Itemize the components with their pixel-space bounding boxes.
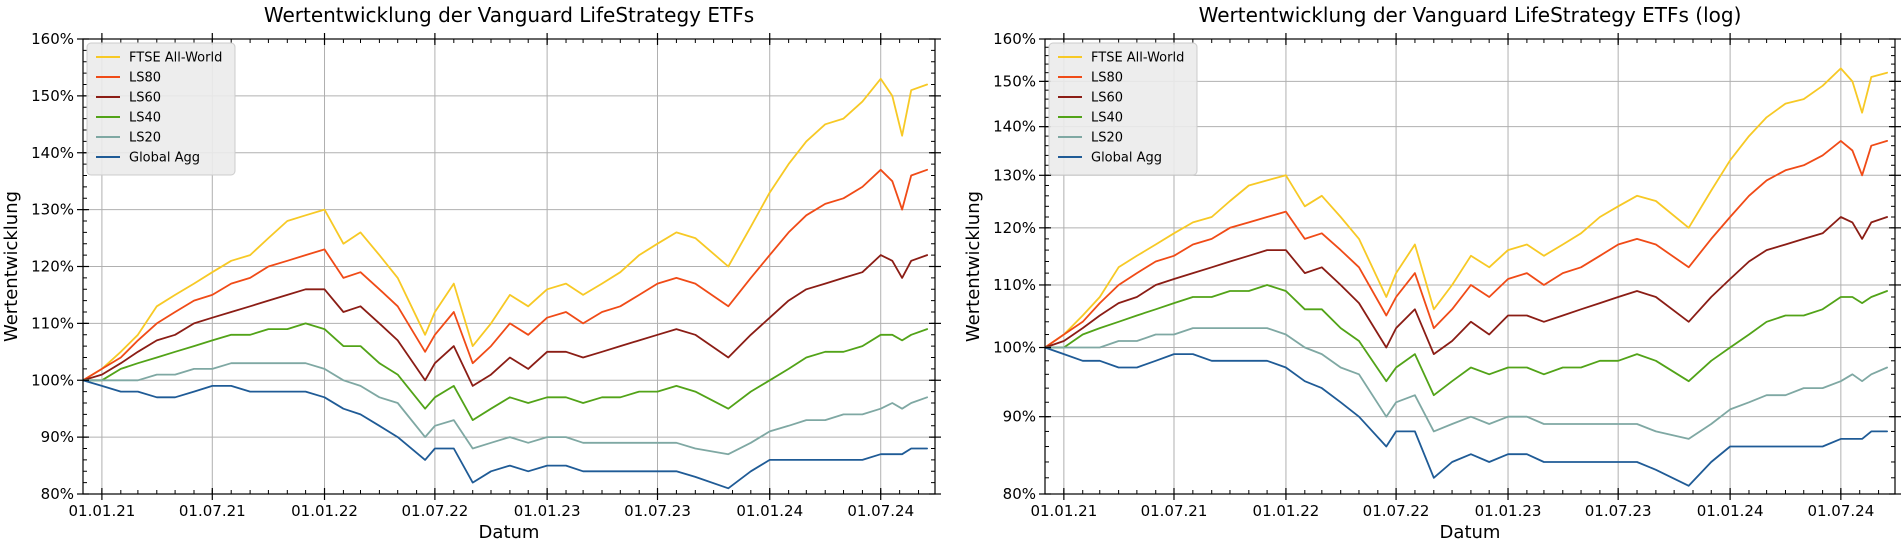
legend-label-ls40: LS40 (129, 111, 161, 126)
y-tick-label: 160% (993, 30, 1036, 48)
x-tick-label: 01.07.21 (179, 502, 246, 520)
y-tick-label: 130% (31, 201, 74, 219)
series-line-ls40 (83, 322, 928, 422)
chart-title: Wertentwicklung der Vanguard LifeStrateg… (264, 3, 754, 27)
y-axis-label: Wertentwicklung (1, 191, 22, 342)
series-line-ls60 (83, 254, 928, 387)
legend-box (1048, 42, 1198, 176)
legend: FTSE All-World LS80 LS60 LS40 LS20 Global Agg (86, 42, 236, 176)
y-tick-label: 130% (993, 166, 1036, 184)
x-tick-label: 01.01.22 (1253, 502, 1320, 520)
chart-panel-log: 80% 90% 100% 110% 120% 130% 140% 150% 160% 01.01.… (963, 3, 1901, 543)
x-tick-label: 01.01.24 (736, 502, 803, 520)
series-lines (83, 77, 928, 490)
y-tick-label: 140% (31, 144, 74, 162)
y-tick-label: 100% (993, 339, 1036, 357)
series-line-ls20 (83, 362, 928, 456)
x-axis-label: Datum (1440, 522, 1501, 543)
chart-title: Wertentwicklung der Vanguard LifeStrateg… (1199, 3, 1742, 27)
series-line-ftse-all-world (83, 77, 928, 382)
y-tick-label: 110% (993, 276, 1036, 294)
series-line-ls60 (1045, 216, 1888, 356)
legend-label-ls60: LS60 (129, 91, 161, 106)
y-tick-label: 80% (41, 485, 74, 503)
y-tick-label: 100% (31, 371, 74, 389)
plot-frame (1044, 38, 1896, 495)
y-tick-label: 160% (31, 30, 74, 48)
chart-panel-linear: 80% 90% 100% 110% 120% 130% 140% 150% 160% 01.01.… (1, 3, 941, 543)
series-line-ls80 (1045, 139, 1888, 349)
x-tick-label: 01.01.21 (1030, 502, 1097, 520)
series-line-ls80 (83, 168, 928, 382)
series-line-ls20 (1045, 327, 1888, 440)
x-tick-label: 01.07.21 (1141, 502, 1208, 520)
y-tick-label: 80% (1003, 485, 1036, 503)
x-tick-label: 01.07.23 (1585, 502, 1652, 520)
x-tick-label: 01.07.24 (1807, 502, 1874, 520)
y-tick-label: 150% (31, 87, 74, 105)
x-axis-label: Datum (479, 522, 540, 543)
x-tick-label: 01.07.22 (1363, 502, 1430, 520)
legend-label-ls80: LS80 (129, 71, 161, 86)
legend-label-ls60: LS60 (1091, 91, 1123, 106)
series-line-global-agg (83, 379, 928, 490)
x-tick-label: 01.01.22 (291, 502, 358, 520)
y-axis-label: Wertentwicklung (963, 191, 984, 342)
legend-box (86, 42, 236, 176)
y-tick-label: 90% (41, 428, 74, 446)
x-tick-label: 01.07.24 (847, 502, 914, 520)
legend-label-ls40: LS40 (1091, 111, 1123, 126)
x-tick-label: 01.07.23 (624, 502, 691, 520)
x-tick-label: 01.01.23 (1475, 502, 1542, 520)
y-tick-label: 120% (993, 219, 1036, 237)
series-line-ls40 (1045, 284, 1888, 397)
x-tick-label: 01.01.24 (1697, 502, 1764, 520)
x-tick-label: 01.07.22 (402, 502, 469, 520)
legend-label-ftse-all-world: FTSE All-World (1091, 51, 1184, 66)
y-tick-label: 110% (31, 314, 74, 332)
y-tick-label: 120% (31, 258, 74, 276)
legend-label-global-agg: Global Agg (1091, 151, 1162, 166)
legend-label-ls80: LS80 (1091, 71, 1123, 86)
legend-label-ls20: LS20 (129, 131, 161, 146)
series-line-ftse-all-world (1045, 67, 1888, 349)
legend-label-ls20: LS20 (1091, 131, 1123, 146)
series-lines (1045, 67, 1888, 487)
y-tick-label: 90% (1003, 408, 1036, 426)
y-tick-label: 150% (993, 72, 1036, 90)
legend-label-ftse-all-world: FTSE All-World (129, 51, 222, 66)
x-tick-label: 01.01.21 (69, 502, 136, 520)
legend-label-global-agg: Global Agg (129, 151, 200, 166)
y-tick-label: 140% (993, 118, 1036, 136)
legend: FTSE All-World LS80 LS60 LS40 LS20 Global Agg (1048, 42, 1198, 176)
series-line-global-agg (1045, 346, 1888, 487)
x-tick-label: 01.01.23 (514, 502, 581, 520)
